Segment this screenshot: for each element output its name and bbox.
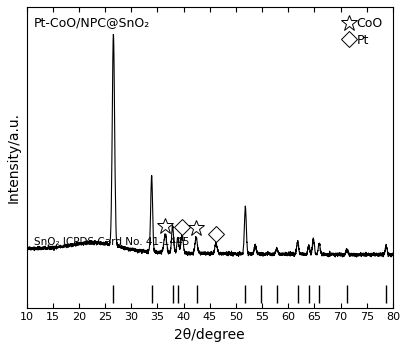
Text: SnO₂ JCPDS Card No. 41-1445: SnO₂ JCPDS Card No. 41-1445: [34, 237, 189, 247]
X-axis label: 2θ/degree: 2θ/degree: [175, 328, 245, 342]
Y-axis label: Intensity/a.u.: Intensity/a.u.: [7, 112, 21, 203]
Text: Pt-CoO/NPC@SnO₂: Pt-CoO/NPC@SnO₂: [34, 16, 150, 29]
Legend: CoO, Pt: CoO, Pt: [342, 13, 387, 51]
